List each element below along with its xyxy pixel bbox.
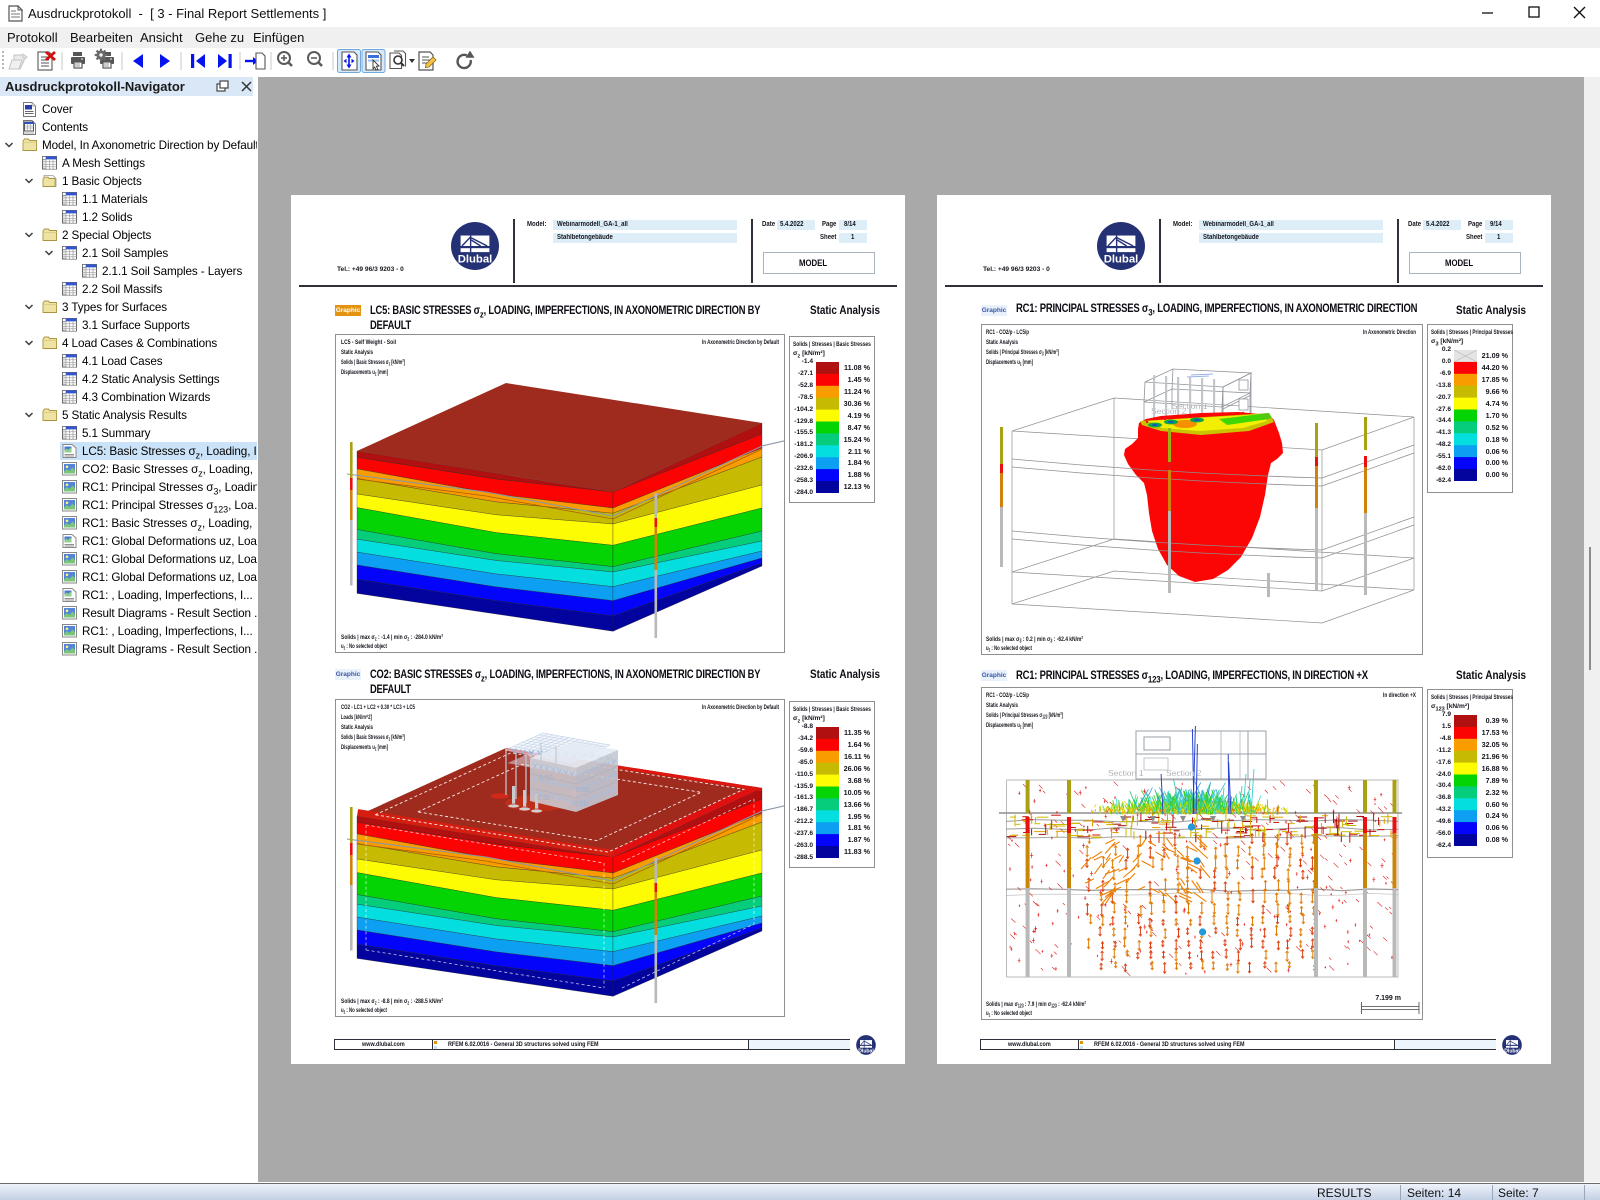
svg-text:In Axonometric Direction by De: In Axonometric Direction by Default (702, 704, 779, 711)
svg-text:Static Analysis: Static Analysis (986, 339, 1018, 346)
svg-text:Solids | max σ3 : 0.2 | min σ3: Solids | max σ3 : 0.2 | min σ3 : -62.4 k… (986, 636, 1084, 645)
svg-text:Displacements uz [mm]: Displacements uz [mm] (986, 359, 1033, 368)
svg-text:Solids | max σz : -1.4 | min σ: Solids | max σz : -1.4 | min σz : -284.0… (341, 634, 444, 643)
svg-text:Solids | Principal Stresses σ3: Solids | Principal Stresses σ3 [kN/m²] (986, 349, 1059, 358)
svg-text:Solids | max σz : -8.8 | min σ: Solids | max σz : -8.8 | min σz : -288.5… (341, 998, 444, 1007)
svg-text:Dlubal: Dlubal (1504, 1048, 1520, 1054)
svg-text:Static Analysis: Static Analysis (341, 349, 373, 356)
svg-text:0.90: 0.90 (539, 775, 553, 782)
svg-text:Displacements uz [mm]: Displacements uz [mm] (341, 744, 388, 753)
svg-text:Section 2: Section 2 (1166, 768, 1202, 778)
svg-text:Solids | Basic Stresses σz [kN: Solids | Basic Stresses σz [kN/m²] (341, 359, 405, 368)
svg-text:Solids | Principal Stresses σ1: Solids | Principal Stresses σ123 [kN/m²] (986, 712, 1063, 721)
svg-text:0.50: 0.50 (574, 801, 588, 808)
svg-text:RC1 - CO2/p - LC5/p: RC1 - CO2/p - LC5/p (986, 692, 1029, 699)
svg-text:LC5 - Self Weight - Soil: LC5 - Self Weight - Soil (341, 339, 396, 346)
svg-text:Section 2: Section 2 (1151, 406, 1187, 416)
svg-text:Displacements uz [mm]: Displacements uz [mm] (986, 722, 1033, 731)
svg-text:Dlubal: Dlubal (858, 1048, 874, 1054)
svg-text:Solids | max σ123 : 7.9 | min: Solids | max σ123 : 7.9 | min σ123 : -62… (986, 1001, 1087, 1010)
svg-text:uz : No selected object: uz : No selected object (986, 1010, 1032, 1019)
svg-text:Section 1: Section 1 (1108, 768, 1144, 778)
svg-text:Static Analysis: Static Analysis (341, 724, 373, 731)
svg-text:7.199 m: 7.199 m (1375, 995, 1401, 1002)
svg-text:Section 1: Section 1 (1172, 401, 1208, 411)
svg-text:0.90: 0.90 (576, 787, 590, 794)
svg-text:Loads [kN/m^2]: Loads [kN/m^2] (341, 713, 372, 721)
svg-text:uz : No selected object: uz : No selected object (341, 1007, 387, 1016)
svg-text:Dlubal: Dlubal (1104, 254, 1139, 266)
svg-text:RC1 - CO2/p - LC5/p: RC1 - CO2/p - LC5/p (986, 329, 1029, 336)
svg-text:Solids | Basic Stresses σz [kN: Solids | Basic Stresses σz [kN/m²] (341, 734, 405, 743)
svg-text:uz : No selected object: uz : No selected object (341, 643, 387, 652)
svg-text:In Axonometric Direction: In Axonometric Direction (1363, 329, 1416, 336)
svg-text:In direction +X: In direction +X (1383, 692, 1416, 699)
svg-text:CO2 - LC1 + LC2 + 0.30 * LC3 +: CO2 - LC1 + LC2 + 0.30 * LC3 + LC5 (341, 704, 415, 711)
svg-text:Displacements uz [mm]: Displacements uz [mm] (341, 369, 388, 378)
svg-text:0.50: 0.50 (537, 795, 551, 802)
svg-text:In Axonometric Direction by De: In Axonometric Direction by Default (702, 339, 779, 346)
svg-text:uz : No selected object: uz : No selected object (986, 645, 1032, 654)
svg-text:Dlubal: Dlubal (458, 254, 493, 266)
svg-text:Static Analysis: Static Analysis (986, 702, 1018, 709)
